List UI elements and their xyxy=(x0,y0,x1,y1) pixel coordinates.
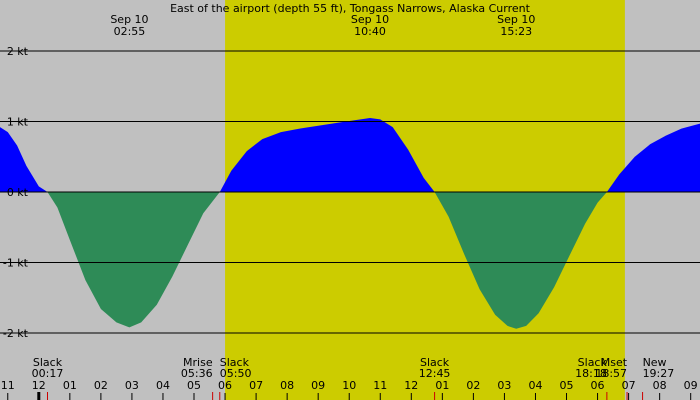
x-tick-label: 11 xyxy=(1,379,15,392)
top-date-label: Sep 10 xyxy=(110,13,148,26)
x-tick-labels: 11 12 01 02 03 04 05 06 07 08 09 10 11 12 01 02 03 04 05 06… xyxy=(1,379,698,400)
x-tick-label: 05 xyxy=(187,379,201,392)
x-tick-label: 09 xyxy=(311,379,325,392)
x-tick-label: 03 xyxy=(497,379,511,392)
current-area-layer xyxy=(0,118,700,329)
flood-current-area xyxy=(606,123,700,192)
grid-layer xyxy=(0,50,700,334)
y-tick-label: 0 kt xyxy=(7,186,29,199)
x-tick-label: 01 xyxy=(435,379,449,392)
x-tick-label: 12 xyxy=(32,379,46,392)
event-time-label: 05:50 xyxy=(220,367,252,380)
event-time-label: 18:18 xyxy=(575,367,607,380)
event-name-label: Slack xyxy=(420,356,450,369)
x-tick-label: 01 xyxy=(63,379,77,392)
y-tick-label: -1 kt xyxy=(3,257,29,270)
event-time-label: 19:27 xyxy=(643,367,675,380)
top-date-label: Sep 10 xyxy=(351,13,389,26)
x-tick-label: 04 xyxy=(156,379,170,392)
x-tick-label: 11 xyxy=(373,379,387,392)
event-name-label: Slack xyxy=(578,356,608,369)
x-tick-label: 12 xyxy=(404,379,418,392)
x-tick-label: 06 xyxy=(218,379,232,392)
y-tick-label: -2 kt xyxy=(3,327,29,340)
x-tick-label: 03 xyxy=(125,379,139,392)
event-time-label: 05:36 xyxy=(181,367,213,380)
event-name-label: Mrise xyxy=(183,356,213,369)
event-name-label: Slack xyxy=(220,356,250,369)
event-name-label: New xyxy=(643,356,667,369)
x-tick-label: 02 xyxy=(94,379,108,392)
flood-current-area xyxy=(219,118,435,192)
ebb-current-area xyxy=(47,192,220,328)
chart-title: East of the airport (depth 55 ft), Tonga… xyxy=(170,2,531,15)
x-tick-label: 05 xyxy=(560,379,574,392)
flood-current-area xyxy=(0,127,48,192)
bottom-events: Slack00:17Mrise05:36Slack05:50Slack12:45… xyxy=(32,356,675,380)
x-tick-label: 02 xyxy=(466,379,480,392)
event-name-label: Slack xyxy=(33,356,63,369)
x-tick-label: 06 xyxy=(591,379,605,392)
top-date-label: Sep 10 xyxy=(497,13,535,26)
event-name-label: Mset xyxy=(601,356,628,369)
event-time-label: 18:57 xyxy=(595,367,627,380)
y-tick-labels: 2 kt 1 kt 0 kt -1 kt -2 kt xyxy=(3,45,29,340)
x-tick-label: 04 xyxy=(528,379,542,392)
x-tick-label: 08 xyxy=(653,379,667,392)
top-time-label: 15:23 xyxy=(500,25,532,38)
x-tick-label: 07 xyxy=(249,379,263,392)
event-time-label: 00:17 xyxy=(32,367,64,380)
top-time-label: 10:40 xyxy=(354,25,386,38)
x-tick-label: 09 xyxy=(684,379,698,392)
top-time-label: 02:55 xyxy=(114,25,146,38)
x-tick-label: 10 xyxy=(342,379,356,392)
y-tick-label: 2 kt xyxy=(7,45,29,58)
y-tick-label: 1 kt xyxy=(7,116,29,129)
ebb-current-area xyxy=(434,192,607,329)
event-time-label: 12:45 xyxy=(419,367,451,380)
x-tick-label: 07 xyxy=(622,379,636,392)
x-tick-label: 08 xyxy=(280,379,294,392)
